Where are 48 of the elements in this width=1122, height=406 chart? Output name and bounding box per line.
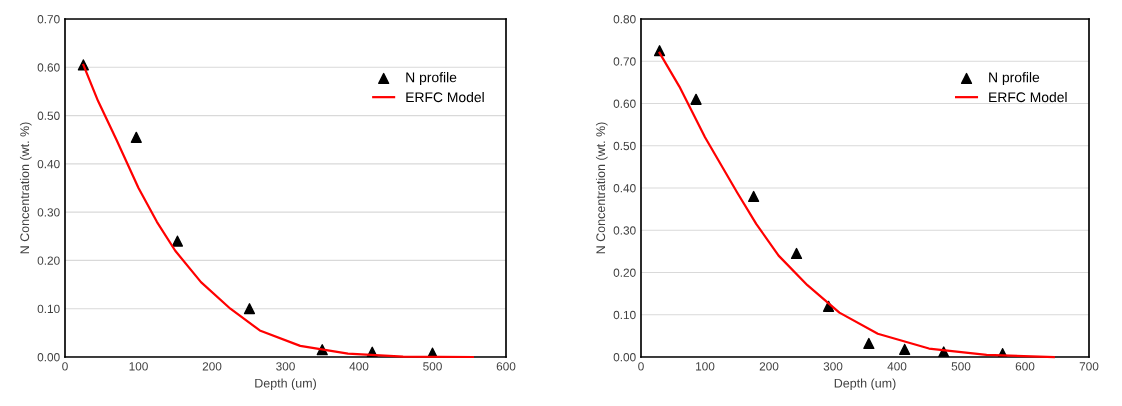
x-tick-label: 700: [1079, 362, 1099, 371]
y-tick-label: 0.70: [613, 57, 636, 66]
point: [790, 247, 803, 260]
x-tick-label: 100: [129, 362, 148, 371]
x-axis-title: Depth (um): [255, 378, 316, 391]
x-tick-label: 200: [202, 362, 222, 371]
point: [130, 131, 142, 143]
point: [748, 190, 760, 203]
y-axis-title: N Concentration (wt. %): [595, 122, 608, 254]
y-tick-label: 0.50: [37, 111, 60, 120]
y-tick-label: 0.40: [37, 159, 60, 169]
x-tick-label: 300: [823, 362, 843, 371]
x-tick-label: 500: [951, 362, 971, 371]
x-tick-label: 600: [1015, 362, 1035, 371]
legend-label: ERFC Model: [989, 91, 1067, 103]
point: [863, 337, 875, 350]
y-tick-label: 0.40: [613, 184, 636, 193]
y-tick-label: 0.60: [613, 99, 636, 108]
point: [899, 343, 911, 355]
y-tick-label: 0.60: [37, 63, 60, 72]
x-tick-label: 400: [349, 362, 369, 371]
y-tick-label: 0.70: [37, 15, 60, 24]
y-tick-label: 0.00: [613, 353, 636, 362]
x-tick-label: 200: [759, 362, 779, 371]
y-tick-label: 0.00: [37, 353, 60, 362]
x-tick-label: 300: [276, 362, 295, 371]
x-tick-label: 100: [696, 362, 715, 371]
y-tick-label: 0.10: [613, 310, 636, 320]
y-tick-label: 0.80: [613, 15, 636, 24]
x-axis-title: Depth (um): [834, 378, 896, 391]
x-tick-label: 0: [62, 362, 68, 371]
legend-label: N profile: [989, 72, 1040, 86]
x-tick-label: 400: [887, 362, 907, 371]
y-tick-label: 0.30: [37, 208, 60, 217]
y-tick-label: 0.10: [37, 304, 60, 314]
x-tick-label: 0: [638, 362, 644, 371]
x-tick-label: 500: [423, 362, 442, 371]
legend-label: ERFC Model: [406, 91, 484, 103]
y-tick-label: 0.30: [613, 226, 636, 235]
y-tick-label: 0.20: [613, 268, 636, 277]
legend-label: N profile: [406, 72, 457, 86]
y-tick-label: 0.20: [37, 256, 60, 265]
point: [171, 235, 184, 247]
y-tick-label: 0.50: [613, 141, 636, 151]
point: [243, 303, 256, 315]
point: [690, 93, 702, 105]
x-tick-label: 600: [496, 362, 516, 371]
y-axis-title: N Concentration (wt. %): [19, 122, 32, 254]
